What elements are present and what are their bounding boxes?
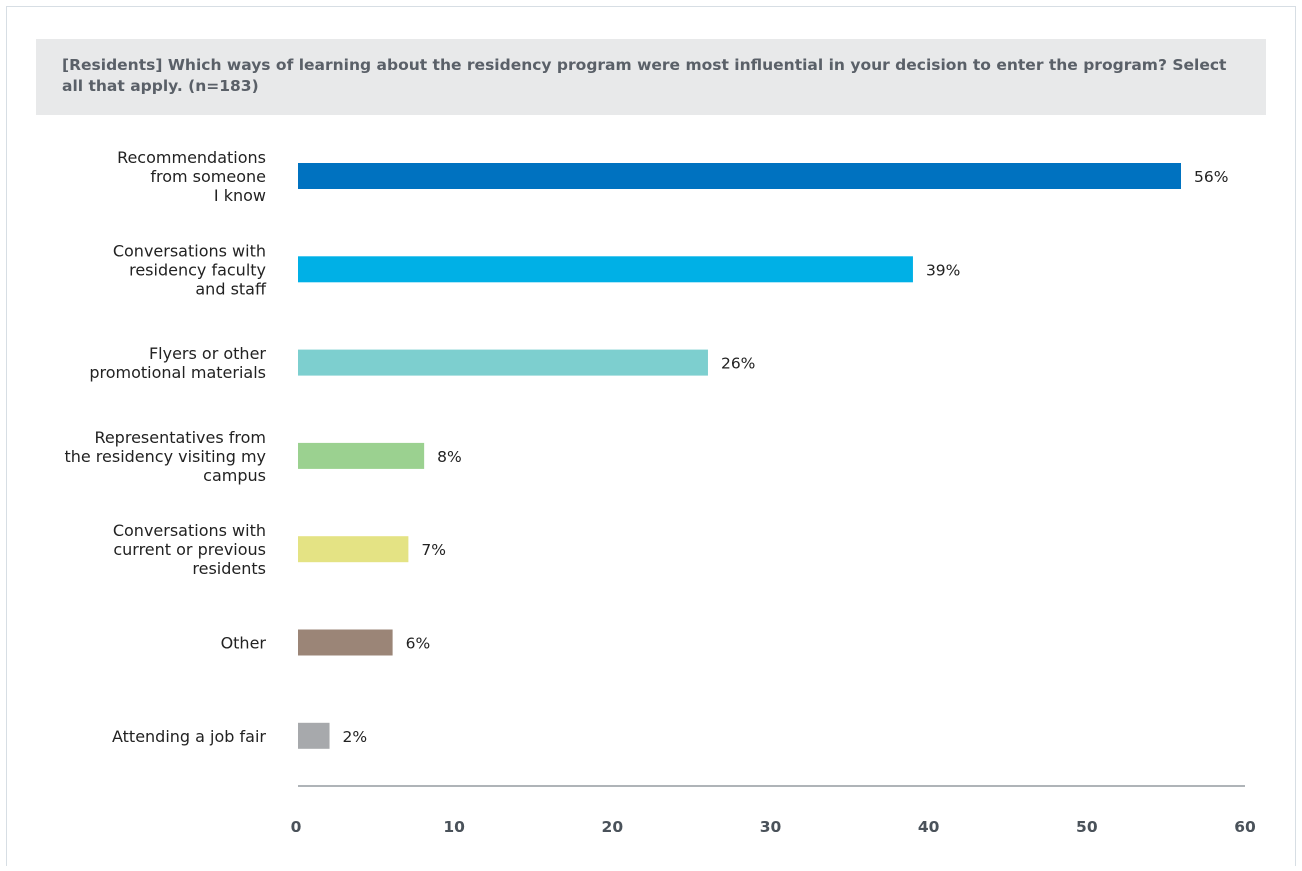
category-label-5: Conversations with current or previous res… [113,521,266,578]
chart-frame [6,6,1296,866]
value-label-3: 26% [721,355,755,373]
category-label-6: Other [221,634,267,653]
x-tick-label-50: 50 [1076,818,1098,836]
value-label-1: 56% [1194,168,1228,186]
x-tick-label-40: 40 [918,818,940,836]
chart-title: [Residents] Which ways of learning about… [62,56,1227,95]
value-label-5: 7% [421,541,446,559]
bar-4 [298,442,425,469]
value-label-7: 2% [343,728,368,746]
x-tick-label-20: 20 [602,818,624,836]
value-label-6: 6% [406,635,431,653]
x-tick-label-60: 60 [1234,818,1256,836]
chart-title-box: [Residents] Which ways of learning about… [36,39,1266,115]
bar-1 [298,163,1181,189]
category-label-4: Representatives from the residency visiti… [64,428,266,485]
x-tick-label-30: 30 [760,818,782,836]
value-label-4: 8% [437,448,462,466]
x-tick-label-0: 0 [291,818,302,836]
bar-3 [298,349,708,376]
category-label-1: Recommendations from someone I know [117,148,266,205]
bars-group [298,163,1181,749]
value-labels-group: 56% 39% 26% 8% 7% 6% 2% [343,168,1229,746]
category-label-7: Attending a job fair [112,727,266,746]
bar-6 [298,629,393,656]
category-label-3: Flyers or other promotional materials [89,344,266,382]
x-tick-labels-group: 0 10 20 30 40 50 60 [291,818,1256,836]
value-label-2: 39% [926,261,960,279]
category-labels-group: Recommendations from someone I know Convers… [64,148,267,746]
x-tick-label-10: 10 [443,818,465,836]
bar-2 [298,256,913,283]
bar-5 [298,536,409,563]
category-label-2: Conversations with residency faculty and s… [113,241,267,298]
bar-7 [298,722,330,749]
